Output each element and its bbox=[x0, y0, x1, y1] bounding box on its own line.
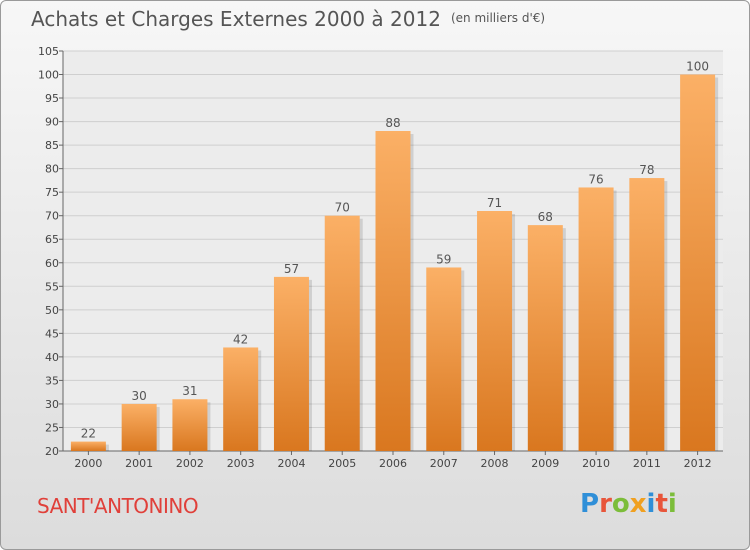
x-tick-label-2007: 2007 bbox=[430, 457, 458, 470]
data-label-2007: 59 bbox=[436, 252, 451, 266]
logo-letter: i bbox=[646, 489, 656, 519]
y-tick-label: 80 bbox=[45, 163, 59, 176]
data-label-2001: 30 bbox=[132, 389, 147, 403]
bar-2008 bbox=[477, 211, 513, 451]
data-label-2005: 70 bbox=[335, 201, 350, 215]
data-label-2010: 76 bbox=[588, 172, 603, 186]
chart-title: Achats et Charges Externes 2000 à 2012 (e… bbox=[31, 7, 545, 31]
bar-2009 bbox=[527, 225, 563, 451]
y-tick-label: 35 bbox=[45, 374, 59, 387]
data-label-2011: 78 bbox=[639, 163, 654, 177]
bar-2001 bbox=[121, 403, 157, 451]
y-tick-label: 50 bbox=[45, 304, 59, 317]
bar-2012 bbox=[680, 74, 716, 451]
y-tick-label: 20 bbox=[45, 445, 59, 458]
x-tick-label-2008: 2008 bbox=[481, 457, 509, 470]
data-label-2002: 31 bbox=[182, 384, 197, 398]
commune-name: SANT'ANTONINO bbox=[37, 494, 199, 518]
data-label-2004: 57 bbox=[284, 262, 299, 276]
x-tick-label-2006: 2006 bbox=[379, 457, 407, 470]
y-tick-label: 70 bbox=[45, 210, 59, 223]
x-tick-label-2001: 2001 bbox=[125, 457, 153, 470]
bar-2007 bbox=[426, 267, 462, 451]
y-tick-label: 105 bbox=[38, 45, 59, 58]
y-tick-label: 90 bbox=[45, 116, 59, 129]
bar-2000 bbox=[70, 441, 106, 451]
logo-letter: t bbox=[655, 489, 668, 519]
x-tick-label-2000: 2000 bbox=[74, 457, 102, 470]
bar-2005 bbox=[324, 215, 360, 451]
logo-letter: o bbox=[611, 489, 630, 519]
y-tick-label: 95 bbox=[45, 92, 59, 105]
logo-letter: r bbox=[599, 489, 612, 519]
data-label-2006: 88 bbox=[385, 116, 400, 130]
x-tick-label-2002: 2002 bbox=[176, 457, 204, 470]
x-tick-label-2011: 2011 bbox=[633, 457, 661, 470]
x-tick-label-2005: 2005 bbox=[328, 457, 356, 470]
y-tick-label: 75 bbox=[45, 186, 59, 199]
x-tick-label-2004: 2004 bbox=[277, 457, 305, 470]
bar-2004 bbox=[273, 276, 309, 451]
y-tick-label: 25 bbox=[45, 421, 59, 434]
bar-2002 bbox=[172, 399, 208, 451]
data-label-2000: 22 bbox=[81, 427, 96, 441]
x-tick-label-2012: 2012 bbox=[684, 457, 712, 470]
data-label-2003: 42 bbox=[233, 332, 248, 346]
y-tick-label: 85 bbox=[45, 139, 59, 152]
logo-letter: P bbox=[580, 489, 600, 519]
proxiti-logo: Proxiti bbox=[580, 489, 677, 519]
y-tick-label: 55 bbox=[45, 280, 59, 293]
bar-2003 bbox=[223, 347, 259, 451]
data-label-2008: 71 bbox=[487, 196, 502, 210]
x-tick-label-2009: 2009 bbox=[531, 457, 559, 470]
y-tick-label: 45 bbox=[45, 327, 59, 340]
y-tick-label: 65 bbox=[45, 233, 59, 246]
y-tick-label: 100 bbox=[38, 69, 59, 82]
bar-2011 bbox=[629, 178, 665, 451]
y-tick-label: 40 bbox=[45, 351, 59, 364]
chart-title-text: Achats et Charges Externes 2000 à 2012 bbox=[31, 7, 441, 31]
bar-2006 bbox=[375, 131, 411, 451]
x-tick-label-2003: 2003 bbox=[227, 457, 255, 470]
chart-unit: (en milliers d'€) bbox=[450, 11, 546, 25]
logo-letter: i bbox=[667, 489, 677, 519]
y-tick-label: 60 bbox=[45, 257, 59, 270]
data-label-2009: 68 bbox=[538, 210, 553, 224]
bar-2010 bbox=[578, 187, 614, 451]
logo-letter: x bbox=[629, 489, 647, 519]
x-tick-label-2010: 2010 bbox=[582, 457, 610, 470]
y-tick-label: 30 bbox=[45, 398, 59, 411]
data-label-2012: 100 bbox=[686, 60, 709, 74]
